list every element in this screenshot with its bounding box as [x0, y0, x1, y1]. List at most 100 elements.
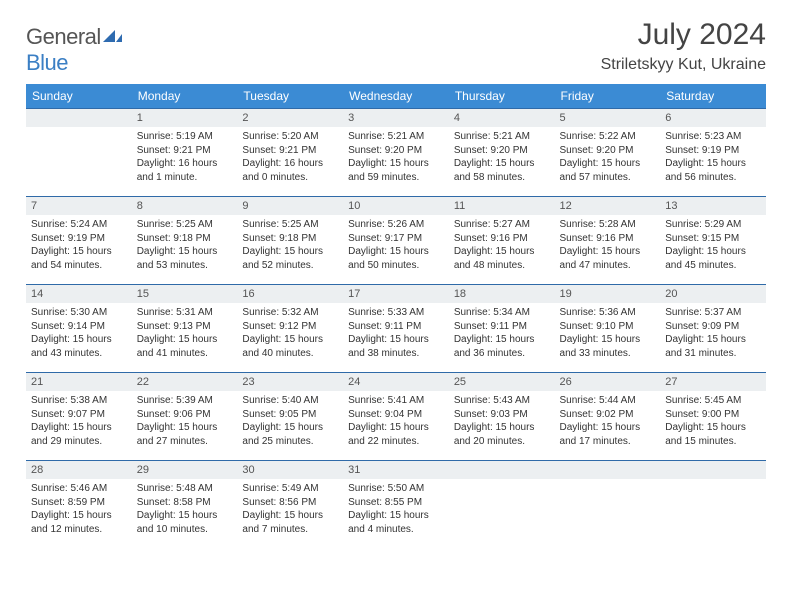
empty-day — [555, 461, 661, 479]
day-details: Sunrise: 5:46 AMSunset: 8:59 PMDaylight:… — [26, 479, 132, 540]
calendar-row: 28Sunrise: 5:46 AMSunset: 8:59 PMDayligh… — [26, 461, 766, 549]
calendar-cell: 11Sunrise: 5:27 AMSunset: 9:16 PMDayligh… — [449, 197, 555, 285]
day-details: Sunrise: 5:25 AMSunset: 9:18 PMDaylight:… — [237, 215, 343, 276]
calendar-cell — [555, 461, 661, 549]
day-details: Sunrise: 5:34 AMSunset: 9:11 PMDaylight:… — [449, 303, 555, 364]
calendar-cell: 9Sunrise: 5:25 AMSunset: 9:18 PMDaylight… — [237, 197, 343, 285]
day-details: Sunrise: 5:31 AMSunset: 9:13 PMDaylight:… — [132, 303, 238, 364]
day-number: 4 — [449, 109, 555, 127]
weekday-header-row: Sunday Monday Tuesday Wednesday Thursday… — [26, 84, 766, 109]
empty-day — [449, 461, 555, 479]
day-number: 12 — [555, 197, 661, 215]
day-details: Sunrise: 5:40 AMSunset: 9:05 PMDaylight:… — [237, 391, 343, 452]
calendar-row: 21Sunrise: 5:38 AMSunset: 9:07 PMDayligh… — [26, 373, 766, 461]
day-number: 15 — [132, 285, 238, 303]
day-number: 21 — [26, 373, 132, 391]
day-number: 28 — [26, 461, 132, 479]
day-details: Sunrise: 5:44 AMSunset: 9:02 PMDaylight:… — [555, 391, 661, 452]
day-number: 19 — [555, 285, 661, 303]
weekday-header: Wednesday — [343, 84, 449, 109]
day-number: 29 — [132, 461, 238, 479]
day-details: Sunrise: 5:23 AMSunset: 9:19 PMDaylight:… — [660, 127, 766, 188]
day-number: 17 — [343, 285, 449, 303]
logo-sail-icon — [103, 24, 123, 49]
day-number: 8 — [132, 197, 238, 215]
calendar-cell: 25Sunrise: 5:43 AMSunset: 9:03 PMDayligh… — [449, 373, 555, 461]
day-details: Sunrise: 5:38 AMSunset: 9:07 PMDaylight:… — [26, 391, 132, 452]
day-number: 3 — [343, 109, 449, 127]
day-details: Sunrise: 5:19 AMSunset: 9:21 PMDaylight:… — [132, 127, 238, 188]
calendar-cell: 19Sunrise: 5:36 AMSunset: 9:10 PMDayligh… — [555, 285, 661, 373]
day-number: 5 — [555, 109, 661, 127]
calendar-cell: 14Sunrise: 5:30 AMSunset: 9:14 PMDayligh… — [26, 285, 132, 373]
day-details: Sunrise: 5:27 AMSunset: 9:16 PMDaylight:… — [449, 215, 555, 276]
logo: General Blue — [26, 18, 123, 76]
logo-text-general: General — [26, 24, 101, 49]
weekday-header: Friday — [555, 84, 661, 109]
calendar-cell: 23Sunrise: 5:40 AMSunset: 9:05 PMDayligh… — [237, 373, 343, 461]
calendar-cell: 1Sunrise: 5:19 AMSunset: 9:21 PMDaylight… — [132, 109, 238, 197]
calendar-row: 14Sunrise: 5:30 AMSunset: 9:14 PMDayligh… — [26, 285, 766, 373]
day-details: Sunrise: 5:26 AMSunset: 9:17 PMDaylight:… — [343, 215, 449, 276]
calendar-cell — [26, 109, 132, 197]
calendar-cell: 12Sunrise: 5:28 AMSunset: 9:16 PMDayligh… — [555, 197, 661, 285]
day-details: Sunrise: 5:37 AMSunset: 9:09 PMDaylight:… — [660, 303, 766, 364]
day-details: Sunrise: 5:39 AMSunset: 9:06 PMDaylight:… — [132, 391, 238, 452]
day-details: Sunrise: 5:24 AMSunset: 9:19 PMDaylight:… — [26, 215, 132, 276]
calendar-cell: 28Sunrise: 5:46 AMSunset: 8:59 PMDayligh… — [26, 461, 132, 549]
day-number: 14 — [26, 285, 132, 303]
day-details: Sunrise: 5:50 AMSunset: 8:55 PMDaylight:… — [343, 479, 449, 540]
weekday-header: Monday — [132, 84, 238, 109]
day-number: 9 — [237, 197, 343, 215]
day-number: 23 — [237, 373, 343, 391]
calendar-cell: 13Sunrise: 5:29 AMSunset: 9:15 PMDayligh… — [660, 197, 766, 285]
day-number: 11 — [449, 197, 555, 215]
day-number: 13 — [660, 197, 766, 215]
calendar-cell: 27Sunrise: 5:45 AMSunset: 9:00 PMDayligh… — [660, 373, 766, 461]
title-block: July 2024 Striletskyy Kut, Ukraine — [601, 18, 766, 74]
day-details: Sunrise: 5:29 AMSunset: 9:15 PMDaylight:… — [660, 215, 766, 276]
calendar-cell: 2Sunrise: 5:20 AMSunset: 9:21 PMDaylight… — [237, 109, 343, 197]
day-details: Sunrise: 5:32 AMSunset: 9:12 PMDaylight:… — [237, 303, 343, 364]
calendar-cell: 18Sunrise: 5:34 AMSunset: 9:11 PMDayligh… — [449, 285, 555, 373]
weekday-header: Tuesday — [237, 84, 343, 109]
calendar-cell: 3Sunrise: 5:21 AMSunset: 9:20 PMDaylight… — [343, 109, 449, 197]
day-details: Sunrise: 5:21 AMSunset: 9:20 PMDaylight:… — [343, 127, 449, 188]
empty-day — [660, 461, 766, 479]
calendar-cell: 24Sunrise: 5:41 AMSunset: 9:04 PMDayligh… — [343, 373, 449, 461]
day-details: Sunrise: 5:20 AMSunset: 9:21 PMDaylight:… — [237, 127, 343, 188]
day-number: 25 — [449, 373, 555, 391]
day-number: 26 — [555, 373, 661, 391]
header: General Blue July 2024 Striletskyy Kut, … — [26, 18, 766, 76]
location: Striletskyy Kut, Ukraine — [601, 56, 766, 74]
calendar-cell — [660, 461, 766, 549]
calendar-row: 1Sunrise: 5:19 AMSunset: 9:21 PMDaylight… — [26, 109, 766, 197]
empty-day — [26, 109, 132, 127]
calendar-cell — [449, 461, 555, 549]
day-number: 27 — [660, 373, 766, 391]
day-number: 7 — [26, 197, 132, 215]
calendar-cell: 10Sunrise: 5:26 AMSunset: 9:17 PMDayligh… — [343, 197, 449, 285]
calendar-cell: 16Sunrise: 5:32 AMSunset: 9:12 PMDayligh… — [237, 285, 343, 373]
day-number: 31 — [343, 461, 449, 479]
day-number: 10 — [343, 197, 449, 215]
calendar-table: Sunday Monday Tuesday Wednesday Thursday… — [26, 84, 766, 549]
day-number: 6 — [660, 109, 766, 127]
day-number: 16 — [237, 285, 343, 303]
day-details: Sunrise: 5:33 AMSunset: 9:11 PMDaylight:… — [343, 303, 449, 364]
day-details: Sunrise: 5:30 AMSunset: 9:14 PMDaylight:… — [26, 303, 132, 364]
calendar-cell: 7Sunrise: 5:24 AMSunset: 9:19 PMDaylight… — [26, 197, 132, 285]
calendar-cell: 22Sunrise: 5:39 AMSunset: 9:06 PMDayligh… — [132, 373, 238, 461]
day-details: Sunrise: 5:45 AMSunset: 9:00 PMDaylight:… — [660, 391, 766, 452]
day-details: Sunrise: 5:43 AMSunset: 9:03 PMDaylight:… — [449, 391, 555, 452]
day-details: Sunrise: 5:28 AMSunset: 9:16 PMDaylight:… — [555, 215, 661, 276]
day-details: Sunrise: 5:21 AMSunset: 9:20 PMDaylight:… — [449, 127, 555, 188]
day-details: Sunrise: 5:22 AMSunset: 9:20 PMDaylight:… — [555, 127, 661, 188]
day-number: 24 — [343, 373, 449, 391]
day-details: Sunrise: 5:36 AMSunset: 9:10 PMDaylight:… — [555, 303, 661, 364]
day-number: 20 — [660, 285, 766, 303]
day-details: Sunrise: 5:25 AMSunset: 9:18 PMDaylight:… — [132, 215, 238, 276]
calendar-cell: 6Sunrise: 5:23 AMSunset: 9:19 PMDaylight… — [660, 109, 766, 197]
calendar-cell: 20Sunrise: 5:37 AMSunset: 9:09 PMDayligh… — [660, 285, 766, 373]
day-number: 22 — [132, 373, 238, 391]
